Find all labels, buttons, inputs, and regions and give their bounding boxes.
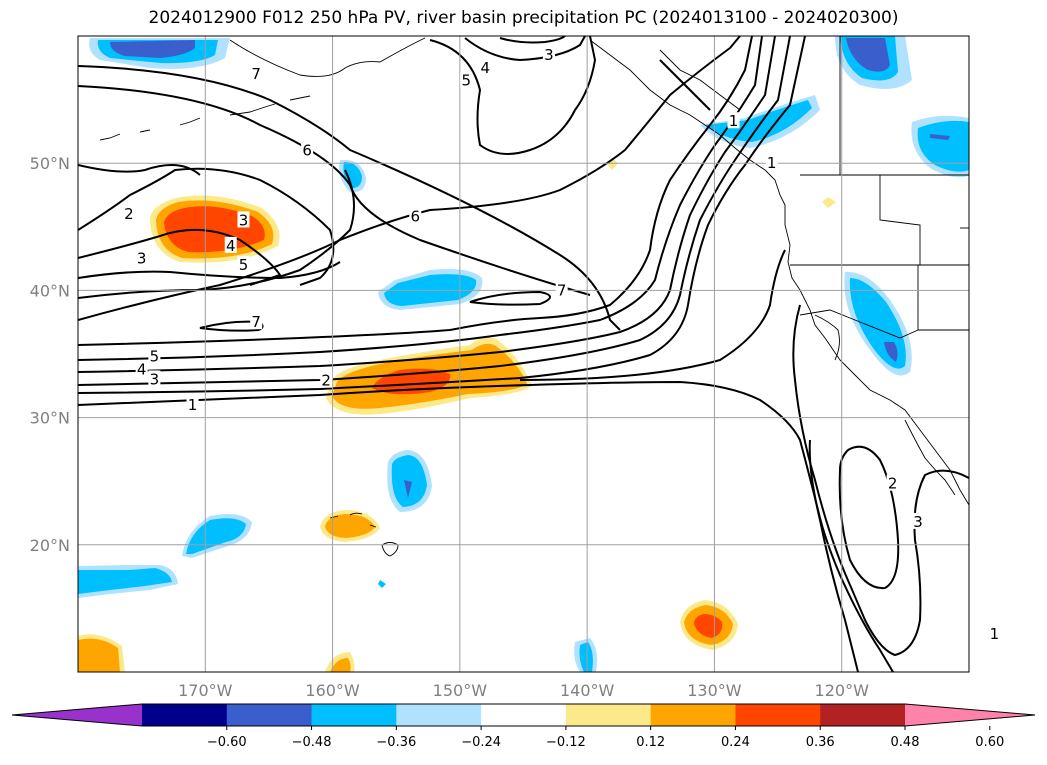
colorbar-segment <box>142 704 228 726</box>
contour-label: 1 <box>767 154 777 172</box>
contour-label-halo <box>301 141 314 158</box>
contour-label: 6 <box>411 208 421 226</box>
contour-label-halo <box>237 255 250 272</box>
contour-label-halo <box>765 154 778 171</box>
contour-label-halo <box>460 71 473 88</box>
contour-label-halo <box>555 281 568 298</box>
map-frame <box>77 35 970 673</box>
contour-label-halo <box>409 207 422 224</box>
lat-tick-label: 20°N <box>30 536 70 555</box>
contour-label: 1 <box>188 396 198 414</box>
contour-label-halo <box>135 360 148 377</box>
contour-label: 3 <box>137 250 147 268</box>
contour-label: 3 <box>239 211 249 229</box>
contour-label: 3 <box>913 513 923 531</box>
contour-label: 7 <box>251 313 261 331</box>
colorbar-segment <box>396 704 482 726</box>
contour-label-halo <box>727 112 740 129</box>
contour-label-halo <box>320 371 333 388</box>
gridlines <box>78 36 969 672</box>
contour-label: 1 <box>729 112 739 130</box>
contour-label-halo <box>148 370 161 387</box>
contour-label-halo <box>912 512 925 529</box>
contour-label-halo <box>224 236 237 253</box>
lon-tick-label: 150°W <box>433 681 488 700</box>
colorbar-tick-label: 0.60 <box>975 735 1004 750</box>
contour-label: 2 <box>888 475 898 493</box>
lat-tick-label: 40°N <box>30 281 70 300</box>
contour-label: 4 <box>481 59 491 77</box>
contour-label: 2 <box>124 205 134 223</box>
pv-contours <box>78 36 969 672</box>
colorbar-tick-label: 0.12 <box>636 735 665 750</box>
positive-precip-areas <box>78 158 836 672</box>
colorbar-segment <box>820 704 906 726</box>
lon-tick-label: 140°W <box>560 681 615 700</box>
contour-label-halo <box>237 211 250 228</box>
contour-label-halo <box>542 46 555 63</box>
lat-tick-labels: 50°N 40°N 30°N 20°N <box>30 154 70 555</box>
colorbar-tick-label: −0.24 <box>461 735 501 750</box>
chart-title: 2024012900 F012 250 hPa PV, river basin … <box>148 8 899 28</box>
contour-label: 5 <box>461 72 471 90</box>
contour-label: 5 <box>150 348 160 366</box>
colorbar-outline <box>11 703 1036 727</box>
contour-label-halo <box>250 313 263 330</box>
contour-label-halo <box>186 395 199 412</box>
colorbar-tick-label: 0.36 <box>806 735 835 750</box>
contour-label-halo <box>479 58 492 75</box>
contour-label: 6 <box>302 141 312 159</box>
contour-label-halo <box>250 65 263 82</box>
lon-tick-label: 160°W <box>305 681 360 700</box>
lon-tick-labels: 170°W 160°W 150°W 140°W 130°W 120°W <box>178 681 869 700</box>
lon-tick-label: 120°W <box>815 681 870 700</box>
colorbar-tick-label: 0.48 <box>891 735 920 750</box>
colorbar-segment <box>226 704 313 726</box>
contour-label: 4 <box>137 360 147 378</box>
contour-label-halo <box>886 474 899 491</box>
contour-label: 1 <box>990 625 1000 643</box>
lat-tick-label: 30°N <box>30 409 70 428</box>
colorbar-tick-label: 0.24 <box>721 735 750 750</box>
contour-label-halo <box>122 205 135 222</box>
contour-label-halo <box>988 624 1001 641</box>
colorbar-tick-label: −0.12 <box>546 735 586 750</box>
contour-label: 3 <box>544 46 554 64</box>
colorbar-segment <box>565 704 652 726</box>
lon-tick-label: 170°W <box>178 681 233 700</box>
colorbar-extend-high <box>905 704 1035 726</box>
contour-label: 3 <box>150 370 160 388</box>
lat-tick-label: 50°N <box>30 154 70 173</box>
colorbar-tick-label: −0.48 <box>292 735 332 750</box>
coastlines <box>99 36 969 557</box>
colorbar-segment <box>481 704 567 726</box>
colorbar-tick-label: −0.36 <box>376 735 416 750</box>
contour-label: 4 <box>226 237 236 255</box>
colorbar: −0.60 −0.48 −0.36 −0.24 −0.12 0.12 0.24 0.36 0.4… <box>11 703 1036 750</box>
lon-tick-label: 130°W <box>687 681 742 700</box>
contour-label: 7 <box>251 65 261 83</box>
contour-label-halo <box>148 347 161 364</box>
colorbar-extend-low <box>12 704 142 726</box>
colorbar-segment <box>735 704 821 726</box>
colorbar-segment <box>650 704 736 726</box>
contour-label: 7 <box>557 281 567 299</box>
contour-label: 5 <box>239 256 249 274</box>
contour-label-halo <box>135 249 148 266</box>
contour-label: 2 <box>321 372 331 390</box>
colorbar-segment <box>311 704 397 726</box>
colorbar-tick-label: −0.60 <box>207 735 247 750</box>
negative-precip-areas <box>78 36 969 672</box>
